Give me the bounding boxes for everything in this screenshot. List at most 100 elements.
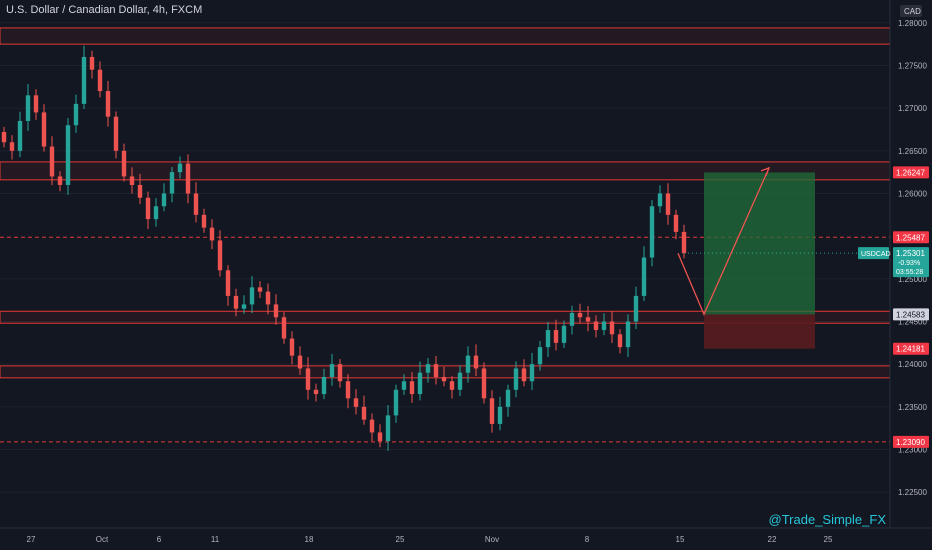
candle-body[interactable]	[297, 355, 303, 369]
candle-body[interactable]	[121, 150, 127, 177]
candle-body[interactable]	[81, 56, 87, 104]
candle-body[interactable]	[65, 125, 71, 185]
candle-body[interactable]	[617, 334, 623, 348]
candle-body[interactable]	[41, 112, 47, 147]
candle-body[interactable]	[377, 432, 383, 441]
candle-body[interactable]	[433, 364, 439, 377]
candle-body[interactable]	[673, 214, 679, 232]
candle-body[interactable]	[265, 291, 271, 305]
candle-body[interactable]	[105, 91, 111, 117]
candle-body[interactable]	[257, 287, 263, 292]
candle-body[interactable]	[273, 304, 279, 318]
candle-body[interactable]	[193, 193, 199, 215]
candle-body[interactable]	[561, 325, 567, 343]
currency-badge[interactable]	[900, 5, 922, 17]
candle-body[interactable]	[17, 120, 23, 151]
candle-body[interactable]	[217, 240, 223, 271]
candle-body[interactable]	[73, 103, 79, 126]
candle-body[interactable]	[313, 389, 319, 395]
candle-body[interactable]	[521, 368, 527, 382]
candle-body[interactable]	[497, 406, 503, 424]
level-badge	[893, 342, 929, 355]
price-tick-label: 1.24500	[898, 318, 927, 327]
stop-zone[interactable]	[704, 314, 815, 349]
candle-body[interactable]	[473, 355, 479, 369]
level-badge-label: 1.26247	[896, 168, 925, 177]
price-tick-label: 1.24000	[898, 360, 927, 369]
candle-body[interactable]	[321, 376, 327, 395]
candle-body[interactable]	[449, 381, 455, 390]
candle-body[interactable]	[233, 295, 239, 309]
candle-body[interactable]	[33, 95, 39, 113]
candle-body[interactable]	[633, 295, 639, 322]
candle-body[interactable]	[385, 415, 391, 441]
candle-body[interactable]	[481, 368, 487, 399]
candle-body[interactable]	[89, 56, 95, 70]
projection-arrowhead	[760, 166, 771, 177]
candle-body[interactable]	[601, 321, 607, 331]
candle-body[interactable]	[425, 364, 431, 373]
candle-body[interactable]	[57, 176, 63, 185]
price-tick-label: 1.27000	[898, 104, 927, 113]
symbol-badge[interactable]	[858, 247, 889, 260]
candle-body[interactable]	[305, 368, 311, 390]
candle-body[interactable]	[569, 312, 575, 326]
symbol-badge-label: USDCAD	[861, 251, 891, 258]
candle-body[interactable]	[241, 304, 247, 309]
candle-body[interactable]	[657, 193, 663, 207]
candle-body[interactable]	[113, 116, 119, 151]
candle-body[interactable]	[393, 389, 399, 416]
candle-body[interactable]	[353, 398, 359, 407]
candle-body[interactable]	[417, 372, 423, 395]
candle-body[interactable]	[145, 197, 151, 220]
candle-body[interactable]	[225, 270, 231, 296]
candle-body[interactable]	[209, 227, 215, 241]
candle-body[interactable]	[289, 338, 295, 356]
candle-body[interactable]	[465, 355, 471, 373]
candle-body[interactable]	[129, 176, 135, 185]
candle-body[interactable]	[625, 321, 631, 348]
candle-body[interactable]	[665, 193, 671, 215]
candle-body[interactable]	[1, 132, 7, 143]
candle-body[interactable]	[9, 142, 15, 151]
candle-body[interactable]	[545, 330, 551, 348]
candle-body[interactable]	[281, 317, 287, 339]
candle-body[interactable]	[505, 389, 511, 407]
target-zone[interactable]	[704, 172, 815, 315]
candle-body[interactable]	[529, 364, 535, 382]
candle-body[interactable]	[201, 214, 207, 228]
candle-body[interactable]	[369, 419, 375, 433]
candle-body[interactable]	[641, 257, 647, 296]
candle-body[interactable]	[97, 69, 103, 92]
candle-body[interactable]	[169, 172, 175, 194]
candle-body[interactable]	[177, 163, 183, 173]
candle-body[interactable]	[457, 372, 463, 390]
candle-body[interactable]	[161, 193, 167, 207]
candle-body[interactable]	[489, 398, 495, 424]
candle-body[interactable]	[337, 364, 343, 382]
candle-body[interactable]	[593, 321, 599, 331]
candle-body[interactable]	[401, 381, 407, 390]
candle-body[interactable]	[25, 95, 31, 121]
time-tick-label: 8	[585, 535, 590, 544]
candle-body[interactable]	[681, 231, 687, 254]
candle-body[interactable]	[49, 146, 55, 177]
candle-body[interactable]	[577, 312, 583, 318]
candle-body[interactable]	[609, 321, 615, 335]
candle-body[interactable]	[361, 406, 367, 420]
candle-body[interactable]	[329, 364, 335, 377]
candle-body[interactable]	[537, 347, 543, 365]
candle-body[interactable]	[441, 376, 447, 382]
candle-body[interactable]	[345, 381, 351, 399]
candle-body[interactable]	[585, 317, 591, 322]
candle-body[interactable]	[409, 381, 415, 395]
candle-body[interactable]	[249, 287, 255, 305]
candle-body[interactable]	[185, 163, 191, 194]
candle-body[interactable]	[553, 330, 559, 343]
time-tick-label: 27	[27, 535, 36, 544]
candle-body[interactable]	[513, 368, 519, 390]
candle-body[interactable]	[153, 206, 159, 220]
candle-body[interactable]	[649, 206, 655, 258]
candle-body[interactable]	[137, 184, 143, 198]
